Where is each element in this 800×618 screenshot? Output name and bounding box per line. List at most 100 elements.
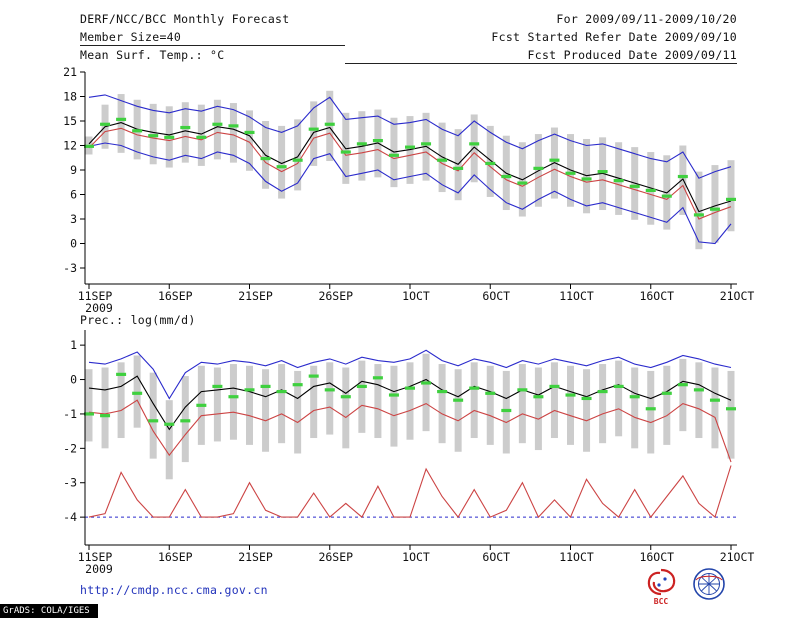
x-tick-label: 1OCT [402, 550, 430, 564]
ensemble-spread-bar [567, 365, 574, 445]
control-run-line [88, 127, 732, 220]
ensemble-spread-bar [727, 160, 735, 232]
x-tick-label: 16SEP [158, 289, 193, 303]
ensemble-spread-bar [550, 362, 558, 439]
grads-credit: GrADS: COLA/IGES [0, 604, 98, 618]
y-tick-label: 0 [70, 236, 77, 250]
ensemble-spread-bar [101, 367, 109, 449]
ensemble-spread-bar [679, 145, 687, 215]
x-tick-label: 26SEP [318, 289, 353, 303]
ensemble-mean-line [88, 375, 732, 431]
ensemble-max-line [88, 349, 732, 400]
y-tick-label: 21 [63, 65, 77, 79]
ensemble-spread-bar [197, 104, 205, 166]
ensemble-spread-bar [246, 365, 253, 445]
ensemble-spread-bar [502, 370, 510, 454]
x-year-label: 2009 [85, 562, 113, 576]
temp-chart-title: Mean Surf. Temp.: °C [80, 48, 225, 62]
y-tick-label: 12 [63, 138, 77, 152]
ensemble-spread-bar [246, 110, 253, 171]
ensemble-spread-bar [165, 400, 173, 480]
ensemble-mean-line [88, 122, 732, 213]
ensemble-spread-bar [326, 90, 334, 162]
ensemble-spread-bar [534, 367, 542, 451]
x-tick-label: 21OCT [720, 289, 755, 303]
ncc-globe-icon [693, 568, 725, 600]
x-tick-label: 16OCT [639, 289, 674, 303]
y-tick-label: 15 [63, 114, 77, 128]
ensemble-spread-bar [229, 364, 237, 440]
ensemble-spread-bar [326, 362, 334, 435]
ensemble-spread-bar [615, 360, 623, 437]
ensemble-spread-bar [599, 364, 607, 444]
refer-date-label: Fcst Started Refer Date 2009/09/10 [491, 30, 737, 44]
ensemble-max-line [88, 94, 732, 179]
ensemble-spread-bar [117, 94, 125, 153]
ensemble-spread-bar [358, 360, 366, 433]
x-tick-label: 6OCT [482, 550, 510, 564]
ensemble-spread-bar [470, 362, 478, 439]
ensemble-spread-bar [294, 119, 302, 191]
ensemble-spread-bar [663, 365, 671, 445]
y-tick-label: 6 [70, 187, 77, 201]
ensemble-spread-bar [342, 367, 350, 449]
y-tick-label: -3 [63, 261, 77, 275]
x-tick-label: 1OCT [402, 289, 430, 303]
ncc-logo [693, 568, 725, 600]
ensemble-spread-bar [647, 370, 655, 454]
ensemble-spread-bar [229, 103, 237, 163]
y-tick-label: -4 [63, 510, 77, 524]
x-tick-label: 6OCT [482, 289, 510, 303]
ensemble-spread-bar [454, 369, 462, 452]
y-tick-label: -2 [63, 441, 77, 455]
ensemble-spread-bar [727, 370, 735, 459]
x-tick-label: 21SEP [238, 289, 273, 303]
ensemble-min-line [88, 465, 732, 519]
y-tick-label: 9 [70, 163, 77, 177]
ensemble-spread-bar [486, 125, 494, 197]
y-tick-label: -3 [63, 476, 77, 490]
ensemble-spread-bar [695, 362, 703, 439]
x-tick-label: 26SEP [318, 550, 353, 564]
ensemble-spread-bar [310, 365, 318, 439]
x-tick-label: 21SEP [238, 550, 273, 564]
ensemble-spread-bar [711, 367, 719, 449]
x-year-label: 2009 [85, 301, 113, 315]
ensemble-spread-bar [711, 165, 719, 243]
ensemble-spread-bar [213, 367, 221, 442]
source-url-link[interactable]: http://cmdp.ncc.cma.gov.cn [80, 583, 268, 597]
ensemble-spread-bar [374, 364, 382, 439]
ensemble-spread-bar [181, 102, 189, 163]
ensemble-spread-bar [518, 364, 526, 444]
ensemble-spread-bar [213, 99, 221, 160]
ensemble-spread-bar [406, 362, 414, 440]
bcc-logo-swirl-icon [647, 568, 676, 596]
header-divider-left [80, 45, 345, 46]
produced-date-label: Fcst Produced Date 2009/09/11 [527, 48, 737, 62]
ensemble-spread-bar [470, 114, 478, 183]
ensemble-spread-bar [631, 367, 639, 449]
ensemble-spread-bar [149, 372, 157, 459]
y-tick-label: 3 [70, 212, 77, 226]
ensemble-spread-bar [486, 365, 494, 445]
ensemble-spread-bar [181, 376, 189, 463]
x-tick-label: 11SEP [78, 289, 113, 303]
y-tick-label: -1 [63, 407, 77, 421]
ensemble-spread-bar [294, 370, 302, 454]
ensemble-spread-bar [149, 103, 157, 165]
ensemble-spread-bar [262, 369, 270, 452]
bcc-logo: BCC [647, 568, 676, 606]
y-tick-label: 0 [70, 373, 77, 387]
ensemble-spread-bar [278, 125, 286, 199]
ensemble-spread-bar [422, 353, 430, 432]
ensemble-spread-bar [390, 365, 398, 447]
x-tick-label: 16OCT [639, 550, 674, 564]
header-divider-right [345, 63, 737, 64]
ensemble-min-line [88, 142, 732, 245]
x-tick-label: 11OCT [559, 550, 594, 564]
x-tick-label: 11OCT [559, 289, 594, 303]
x-tick-label: 16SEP [158, 550, 193, 564]
ensemble-spread-bar [310, 101, 318, 166]
